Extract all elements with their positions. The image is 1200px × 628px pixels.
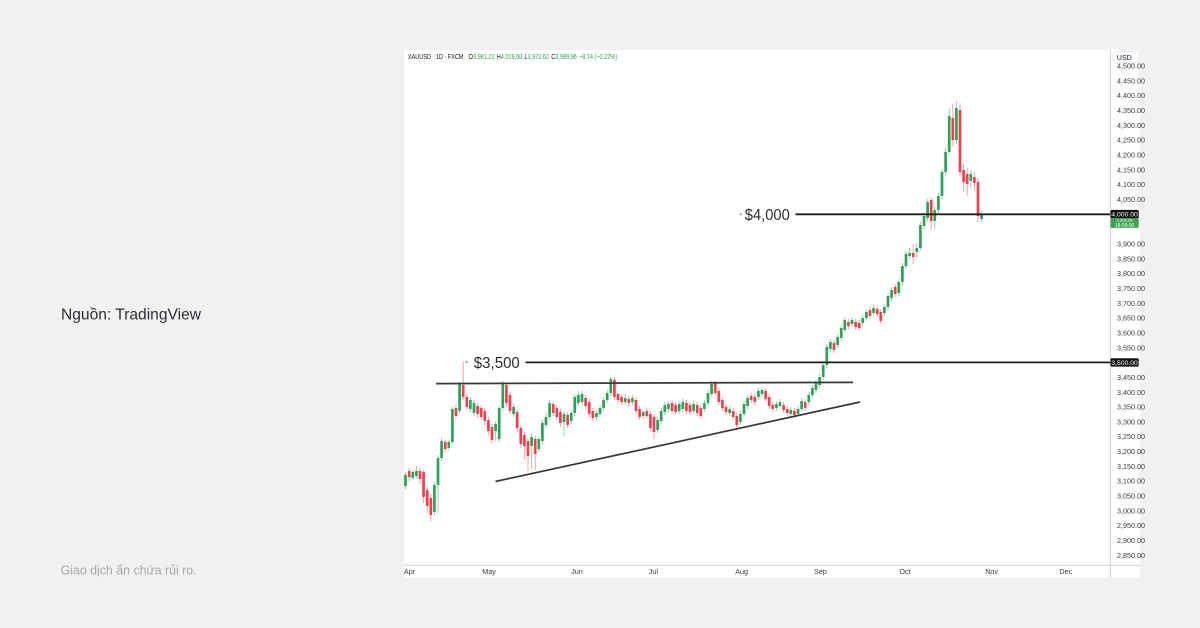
svg-text:2,900.00: 2,900.00: [1117, 536, 1145, 545]
svg-text:3,550.00: 3,550.00: [1117, 343, 1145, 352]
svg-text:4,300.00: 4,300.00: [1117, 121, 1145, 130]
svg-text:Jun: Jun: [571, 567, 583, 576]
svg-text:3,650.00: 3,650.00: [1117, 314, 1145, 323]
svg-text:4,000.00: 4,000.00: [1111, 212, 1138, 219]
svg-text:Giao dịch ẩn chứa rủi ro.: Giao dịch ẩn chứa rủi ro.: [61, 564, 197, 578]
svg-text:3,300.00: 3,300.00: [1117, 417, 1145, 426]
svg-text:4,500.00: 4,500.00: [1117, 62, 1145, 71]
svg-text:4,150.00: 4,150.00: [1117, 165, 1145, 174]
svg-text:4,400.00: 4,400.00: [1117, 91, 1145, 100]
svg-text:3,850.00: 3,850.00: [1117, 254, 1145, 263]
svg-text:3,900.00: 3,900.00: [1117, 240, 1145, 249]
svg-text:3,450.00: 3,450.00: [1117, 373, 1145, 382]
svg-text:USD: USD: [1117, 55, 1132, 62]
svg-text:4,100.00: 4,100.00: [1117, 180, 1145, 189]
svg-text:Nov: Nov: [985, 567, 998, 576]
svg-text:May: May: [482, 567, 496, 576]
svg-text:Jul: Jul: [649, 567, 659, 576]
svg-text:3,150.00: 3,150.00: [1117, 462, 1145, 471]
svg-text:$3,500: $3,500: [474, 355, 520, 372]
svg-text:2,850.00: 2,850.00: [1117, 551, 1145, 560]
svg-text:2,950.00: 2,950.00: [1117, 521, 1145, 530]
svg-text:Apr: Apr: [404, 567, 416, 576]
svg-text:3,700.00: 3,700.00: [1117, 299, 1145, 308]
svg-text:4,450.00: 4,450.00: [1117, 76, 1145, 85]
svg-text:3,800.00: 3,800.00: [1117, 269, 1145, 278]
svg-text:3,750.00: 3,750.00: [1117, 284, 1145, 293]
svg-text:4,250.00: 4,250.00: [1117, 136, 1145, 145]
svg-text:4,350.00: 4,350.00: [1117, 106, 1145, 115]
svg-text:3,989.96: 3,989.96: [1116, 218, 1133, 223]
svg-text:3,000.00: 3,000.00: [1117, 506, 1145, 515]
svg-text:18:09:00: 18:09:00: [1115, 223, 1135, 229]
svg-text:3,100.00: 3,100.00: [1117, 477, 1145, 486]
svg-text:3,250.00: 3,250.00: [1117, 432, 1145, 441]
svg-text:Nguồn: TradingView: Nguồn: TradingView: [61, 306, 202, 323]
svg-text:Dec: Dec: [1059, 567, 1072, 576]
svg-text:3,400.00: 3,400.00: [1117, 388, 1145, 397]
svg-text:Oct: Oct: [899, 567, 910, 576]
svg-text:3,600.00: 3,600.00: [1117, 328, 1145, 337]
svg-text:$4,000: $4,000: [745, 207, 790, 224]
svg-text:Sep: Sep: [814, 567, 827, 576]
svg-text:3,500.00: 3,500.00: [1111, 360, 1138, 367]
svg-text:3,350.00: 3,350.00: [1117, 403, 1145, 412]
svg-text:3,200.00: 3,200.00: [1117, 447, 1145, 456]
svg-text:4,050.00: 4,050.00: [1117, 195, 1145, 204]
svg-text:3,050.00: 3,050.00: [1117, 492, 1145, 501]
svg-text:Aug: Aug: [735, 567, 748, 576]
svg-text:4,200.00: 4,200.00: [1117, 151, 1145, 160]
